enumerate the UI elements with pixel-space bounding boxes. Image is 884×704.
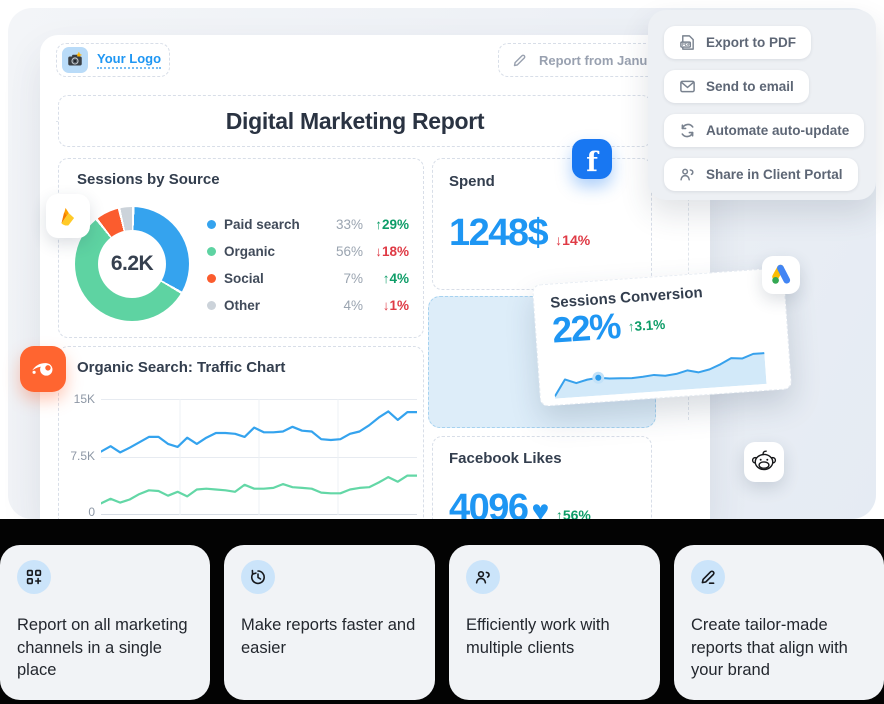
refresh-icon: [679, 122, 696, 139]
legend-label: Social: [224, 271, 264, 286]
email-icon: [679, 78, 696, 95]
feature-text: Create tailor-made reports that align wi…: [691, 616, 848, 679]
donut-legend: Paid search 33% ↑29% Organic 56% ↓18% So…: [207, 211, 409, 319]
edit-pencil-icon: [512, 53, 527, 68]
semrush-icon: [20, 346, 66, 392]
legend-pct: 4%: [343, 298, 363, 313]
logo-label: Your Logo: [97, 51, 162, 69]
mailchimp-icon: [744, 442, 784, 482]
card-title: Sessions by Source: [77, 171, 220, 188]
share-actions-menu: PDF Export to PDF Send to email: [648, 10, 876, 200]
feature-card: Make reports faster and easier: [224, 545, 435, 700]
users-icon: [466, 560, 500, 594]
dashboard-add-icon: [17, 560, 51, 594]
card-title: Spend: [449, 173, 495, 190]
google-ads-icon: [762, 256, 800, 294]
facebook-letter: f: [586, 146, 598, 178]
report-title: Digital Marketing Report: [225, 107, 485, 134]
pencil-icon: [691, 560, 725, 594]
feature-text: Make reports faster and easier: [241, 616, 416, 657]
pdf-icon: PDF: [679, 34, 696, 51]
y-tick: 0: [88, 505, 95, 519]
conversion-delta: ↑3.1%: [627, 316, 666, 334]
legend-change: ↓1%: [382, 298, 409, 313]
legend-change: ↓18%: [375, 244, 409, 259]
svg-text:PDF: PDF: [682, 42, 691, 47]
firebase-icon: [46, 194, 90, 238]
feature-card: Efficiently work with multiple clients: [449, 545, 660, 700]
legend-label: Other: [224, 298, 261, 313]
spend-value: 1248$: [449, 212, 549, 254]
camera-logo-icon: [62, 47, 88, 73]
report-title-block[interactable]: Digital Marketing Report: [58, 95, 652, 147]
feature-card: Report on all marketing channels in a si…: [0, 545, 210, 700]
features-band: Report on all marketing channels in a si…: [0, 519, 884, 704]
send-to-email-button[interactable]: Send to email: [664, 70, 809, 103]
share-users-icon: [679, 166, 696, 183]
feature-text: Efficiently work with multiple clients: [466, 616, 610, 657]
logo-placeholder[interactable]: Your Logo: [56, 43, 170, 77]
report-dashboard: Your Logo Report from Janu Digital Marke…: [40, 35, 738, 554]
legend-change: ↑4%: [382, 271, 409, 286]
legend-row: Organic 56% ↓18%: [207, 238, 409, 265]
card-title: Organic Search: Traffic Chart: [77, 359, 286, 376]
feature-text: Report on all marketing channels in a si…: [17, 616, 188, 679]
legend-dot: [207, 220, 216, 229]
menu-item-label: Export to PDF: [706, 35, 796, 50]
feature-card: Create tailor-made reports that align wi…: [674, 545, 884, 700]
y-tick: 15K: [73, 392, 95, 406]
spend-card: Spend 1248$ ↓14%: [432, 158, 652, 290]
legend-pct: 33%: [335, 217, 363, 232]
export-to-pdf-button[interactable]: PDF Export to PDF: [664, 26, 811, 59]
legend-pct: 7%: [343, 271, 363, 286]
menu-item-label: Share in Client Portal: [706, 167, 843, 182]
menu-item-label: Automate auto-update: [706, 123, 850, 138]
clock-icon: [241, 560, 275, 594]
legend-label: Organic: [224, 244, 276, 259]
legend-pct: 56%: [335, 244, 363, 259]
spend-delta: ↓14%: [555, 232, 591, 248]
donut-center-value: 6.2K: [98, 230, 166, 298]
share-in-client-portal-button[interactable]: Share in Client Portal: [664, 158, 858, 191]
facebook-icon: f: [572, 139, 612, 179]
automate-auto-update-button[interactable]: Automate auto-update: [664, 114, 865, 147]
card-title: Facebook Likes: [449, 450, 562, 467]
legend-dot: [207, 274, 216, 283]
y-tick: 7.5K: [70, 449, 95, 463]
legend-change: ↑29%: [375, 217, 409, 232]
menu-item-label: Send to email: [706, 79, 794, 94]
sessions-by-source-card: Sessions by Source 6.2K Paid search 33% …: [58, 158, 424, 338]
legend-label: Paid search: [224, 217, 300, 232]
legend-row: Paid search 33% ↑29%: [207, 211, 409, 238]
report-name-text: Report from Janu: [539, 52, 648, 68]
legend-row: Other 4% ↓1%: [207, 292, 409, 319]
sessions-donut: 6.2K: [75, 207, 189, 321]
legend-dot: [207, 247, 216, 256]
conversion-spark-svg: [554, 352, 767, 399]
legend-dot: [207, 301, 216, 310]
sessions-conversion-card: Sessions Conversion 22% ↑3.1%: [532, 267, 792, 407]
legend-row: Social 7% ↑4%: [207, 265, 409, 292]
traffic-svg: [101, 399, 417, 515]
